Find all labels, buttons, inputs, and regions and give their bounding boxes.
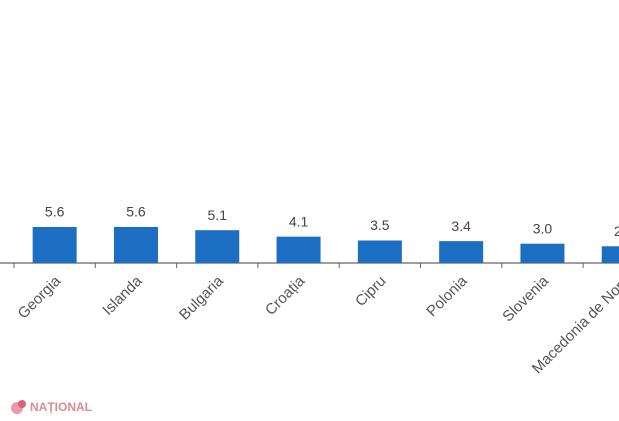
bar — [520, 243, 565, 263]
bar — [439, 241, 484, 263]
x-tick-label: Bulgaria — [176, 272, 227, 323]
value-label: 3.0 — [533, 220, 553, 236]
bar — [113, 226, 158, 263]
x-tick-label: Georgia — [15, 272, 65, 322]
x-tick-label: Slovenia — [499, 272, 552, 325]
watermark-logo: NAȚIONAL — [11, 400, 92, 414]
bar — [32, 226, 77, 263]
bar — [276, 236, 321, 263]
value-label: 2.6 — [614, 223, 619, 239]
bar — [195, 230, 240, 263]
value-label: 4.1 — [289, 213, 309, 229]
x-tick-label: Islanda — [99, 272, 146, 319]
x-tick-label: Polonia — [423, 272, 471, 320]
x-tick-label: Cipru — [352, 273, 389, 310]
value-label: 5.1 — [208, 207, 228, 223]
watermark: NAȚIONAL — [30, 400, 92, 414]
x-tick-label: Croația — [262, 272, 309, 319]
value-label: 5.6 — [45, 204, 65, 220]
value-label: 3.4 — [451, 218, 471, 234]
bar — [601, 246, 619, 263]
bar — [357, 240, 402, 263]
value-label: 5.6 — [126, 204, 146, 220]
value-label: 3.5 — [370, 217, 390, 233]
